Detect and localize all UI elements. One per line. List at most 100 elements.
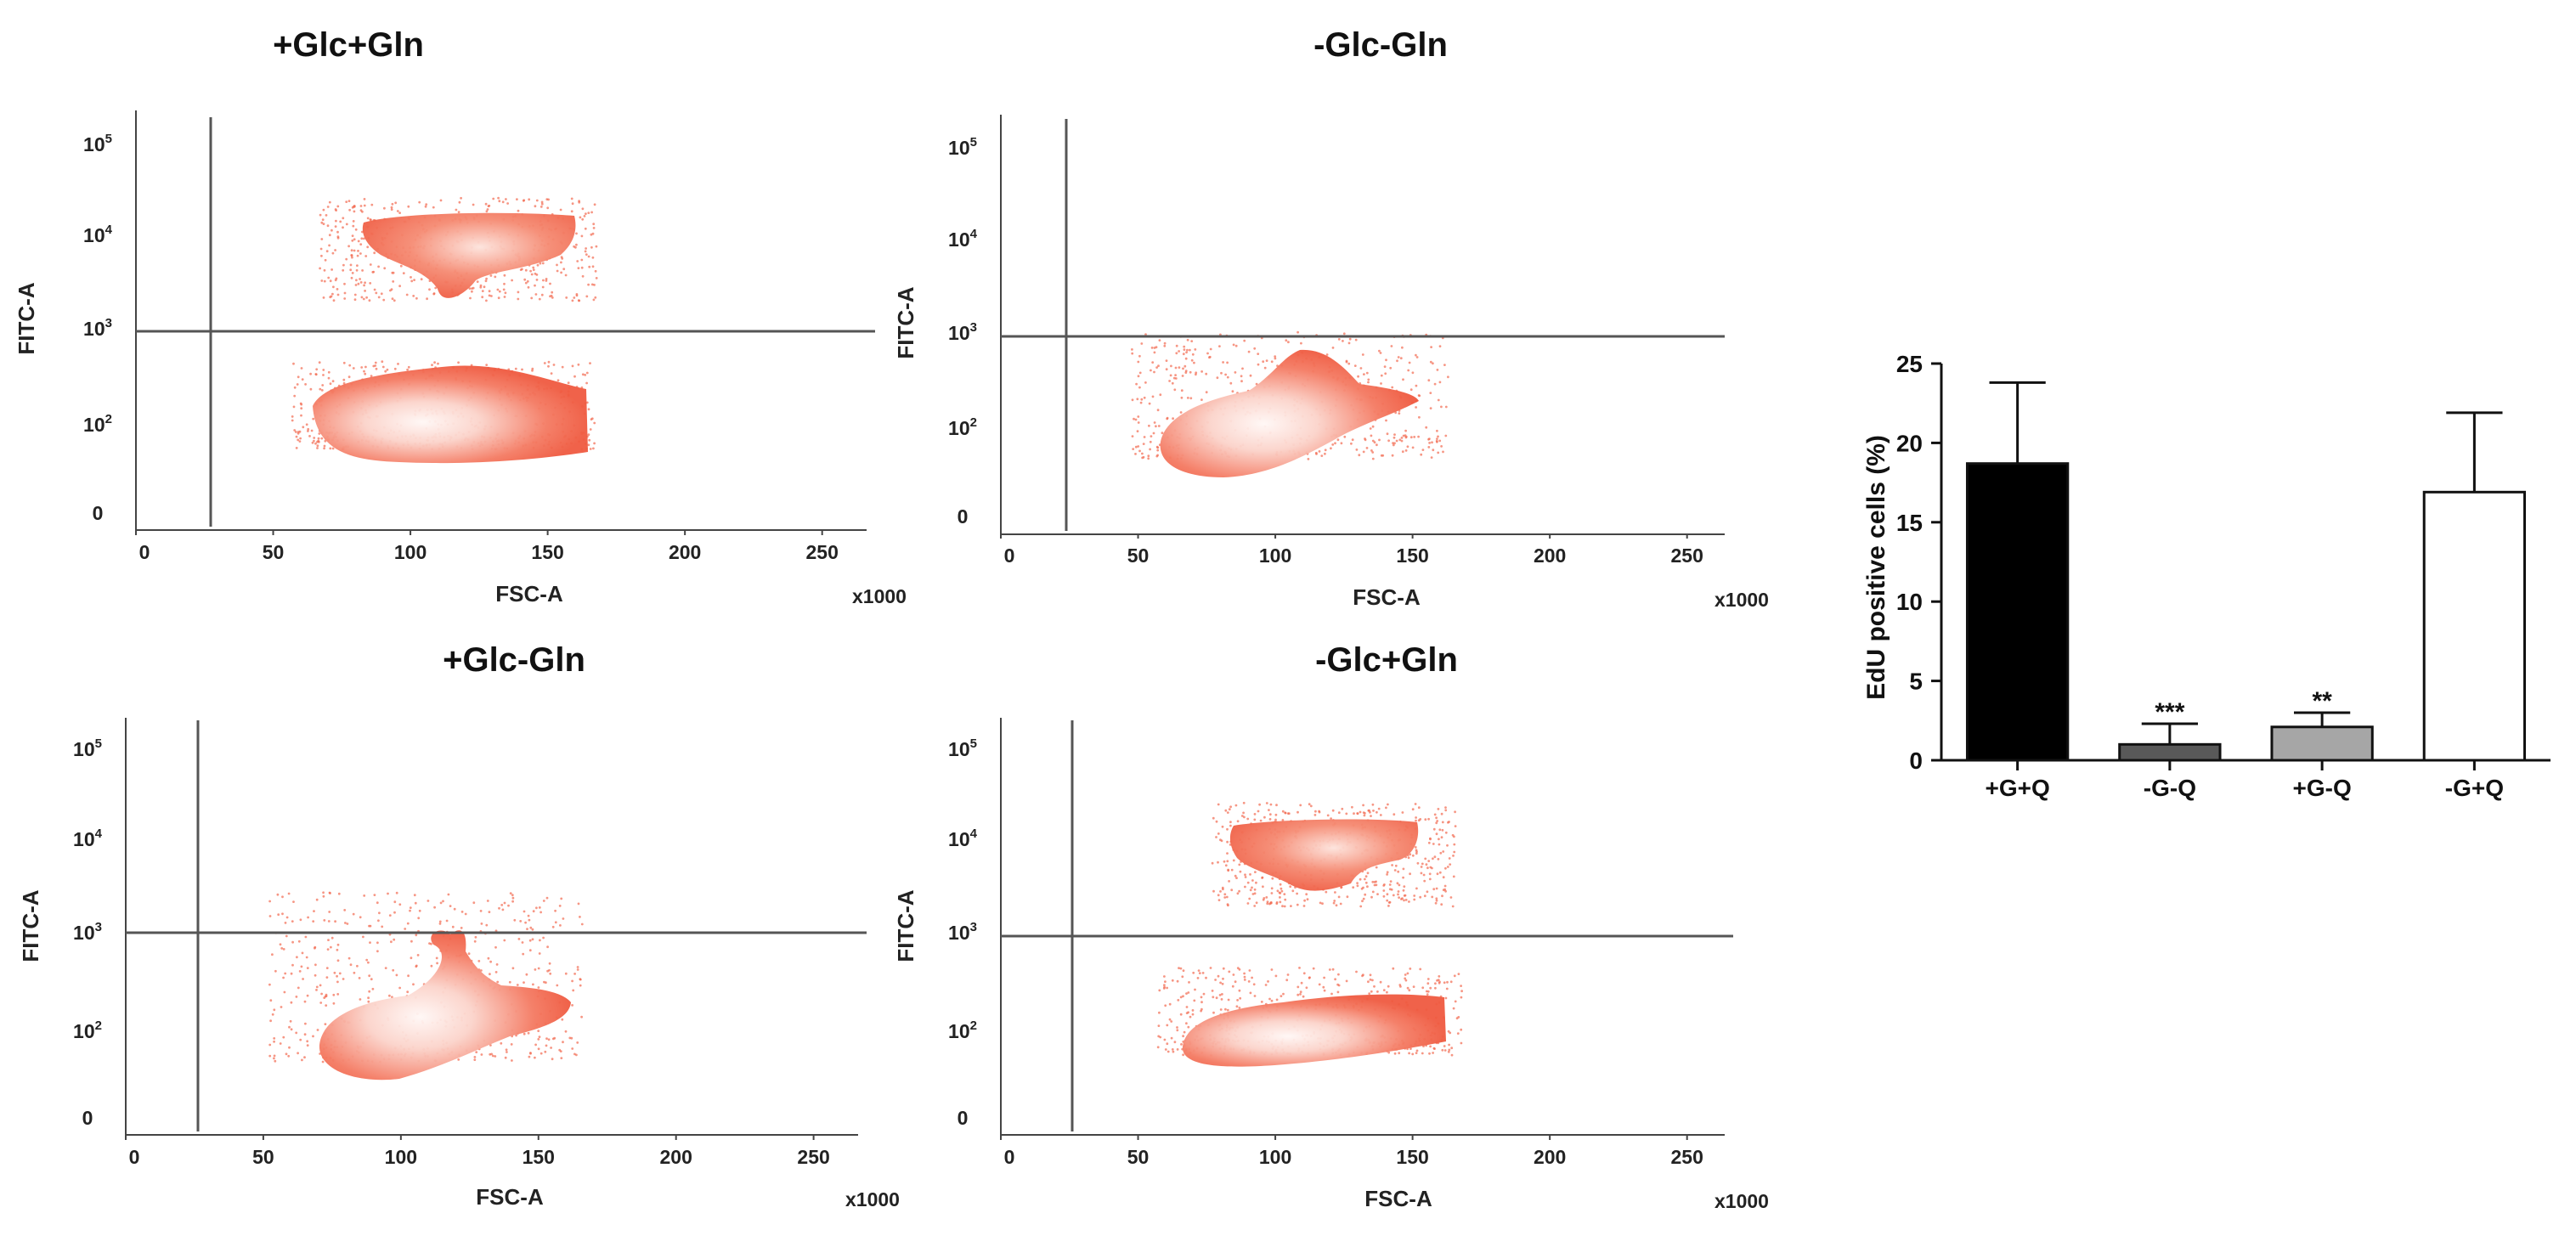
event-dot xyxy=(1416,861,1420,865)
event-dot xyxy=(1173,1041,1177,1044)
event-dot xyxy=(538,952,541,955)
event-dot xyxy=(381,925,384,928)
event-dot xyxy=(1364,877,1366,881)
event-dot xyxy=(504,291,507,295)
event-dot xyxy=(1343,435,1347,438)
event-dot xyxy=(374,364,377,367)
event-dot xyxy=(1442,450,1444,454)
event-dot xyxy=(1138,371,1142,375)
event-dot xyxy=(1242,811,1245,815)
event-dot xyxy=(1390,345,1393,347)
event-dot xyxy=(268,915,272,917)
event-dot xyxy=(1387,985,1390,988)
event-dot xyxy=(1244,876,1247,878)
event-dot xyxy=(1268,813,1272,816)
event-dot xyxy=(1299,993,1302,996)
event-dot xyxy=(280,947,284,950)
event-dot xyxy=(1435,439,1438,443)
event-dot xyxy=(1170,1020,1173,1023)
event-dot xyxy=(1446,844,1449,847)
event-dot xyxy=(472,901,476,905)
event-dot xyxy=(537,967,540,970)
x-axis-label: FSC-A xyxy=(1353,584,1421,610)
event-dot xyxy=(1409,436,1413,439)
event-dot xyxy=(397,363,399,365)
event-dot xyxy=(1448,857,1451,860)
event-dot xyxy=(1373,985,1376,988)
event-dot xyxy=(1285,339,1288,342)
event-dot xyxy=(484,202,488,206)
event-dot xyxy=(496,288,500,291)
event-dot xyxy=(554,909,556,912)
event-dot xyxy=(1178,366,1181,369)
event-dot xyxy=(1182,367,1184,370)
event-dot xyxy=(1142,443,1145,445)
y-axis-label: FITC-A xyxy=(893,286,918,358)
event-dot xyxy=(1200,996,1203,999)
event-dot xyxy=(1386,873,1388,876)
event-dot xyxy=(480,969,483,972)
event-dot xyxy=(1413,894,1416,897)
event-dot xyxy=(1230,889,1234,892)
event-dot xyxy=(556,984,559,987)
x-tick-label: +G-Q xyxy=(2293,775,2352,801)
event-dot xyxy=(1296,985,1300,989)
event-dot xyxy=(1163,344,1167,347)
event-dot xyxy=(1371,890,1375,894)
x-ticks: 0 50 100 150 200 250 xyxy=(1000,533,1703,567)
event-dot xyxy=(1305,893,1308,896)
event-dot xyxy=(1359,367,1363,370)
event-dot xyxy=(1436,820,1439,822)
event-dot xyxy=(418,909,421,912)
event-dot xyxy=(585,247,587,250)
event-dot xyxy=(1400,898,1403,900)
event-dot xyxy=(1150,435,1153,437)
event-dot xyxy=(1192,971,1195,974)
event-dot xyxy=(1181,975,1184,979)
event-dot xyxy=(1144,333,1147,336)
event-dot xyxy=(1453,974,1456,978)
event-dot xyxy=(1398,1052,1401,1055)
event-dot xyxy=(527,914,530,917)
event-dot xyxy=(1163,1038,1167,1041)
event-dot xyxy=(1436,369,1439,371)
event-dot xyxy=(1452,1007,1455,1010)
event-dot xyxy=(1263,815,1266,819)
event-dot xyxy=(1205,976,1207,979)
event-dot xyxy=(1333,900,1336,902)
event-dot xyxy=(1428,872,1432,876)
event-dot xyxy=(298,970,302,973)
event-dot xyxy=(1332,901,1336,905)
event-dot xyxy=(494,945,497,949)
event-dot xyxy=(511,279,513,282)
event-dot xyxy=(1284,811,1287,815)
event-dot xyxy=(290,1028,293,1031)
event-dot xyxy=(363,198,366,200)
event-dot xyxy=(1223,896,1227,899)
event-dot xyxy=(492,197,495,200)
event-dot xyxy=(577,902,580,906)
event-dot xyxy=(295,996,298,998)
event-dot xyxy=(1411,1052,1415,1056)
event-dot xyxy=(455,208,458,212)
event-dot xyxy=(410,939,413,943)
event-dot xyxy=(439,901,443,905)
event-dot xyxy=(314,442,317,445)
event-dot xyxy=(1337,895,1341,899)
event-dot xyxy=(409,909,411,912)
event-dot xyxy=(1305,986,1308,990)
event-dot xyxy=(517,291,520,294)
event-dot xyxy=(526,928,528,930)
y-tick-label: 0 xyxy=(93,502,104,524)
event-dot xyxy=(1253,813,1257,815)
event-dot xyxy=(322,208,325,212)
event-dot xyxy=(1435,899,1438,902)
event-dot xyxy=(1342,332,1346,336)
event-dot xyxy=(1446,980,1449,984)
event-dot xyxy=(1436,429,1438,432)
event-dot xyxy=(314,373,318,375)
event-dot xyxy=(330,936,334,939)
event-dot xyxy=(391,996,393,999)
